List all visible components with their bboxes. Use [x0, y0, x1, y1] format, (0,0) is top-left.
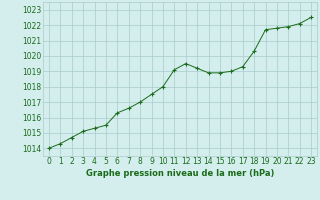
X-axis label: Graphe pression niveau de la mer (hPa): Graphe pression niveau de la mer (hPa) [86, 169, 274, 178]
